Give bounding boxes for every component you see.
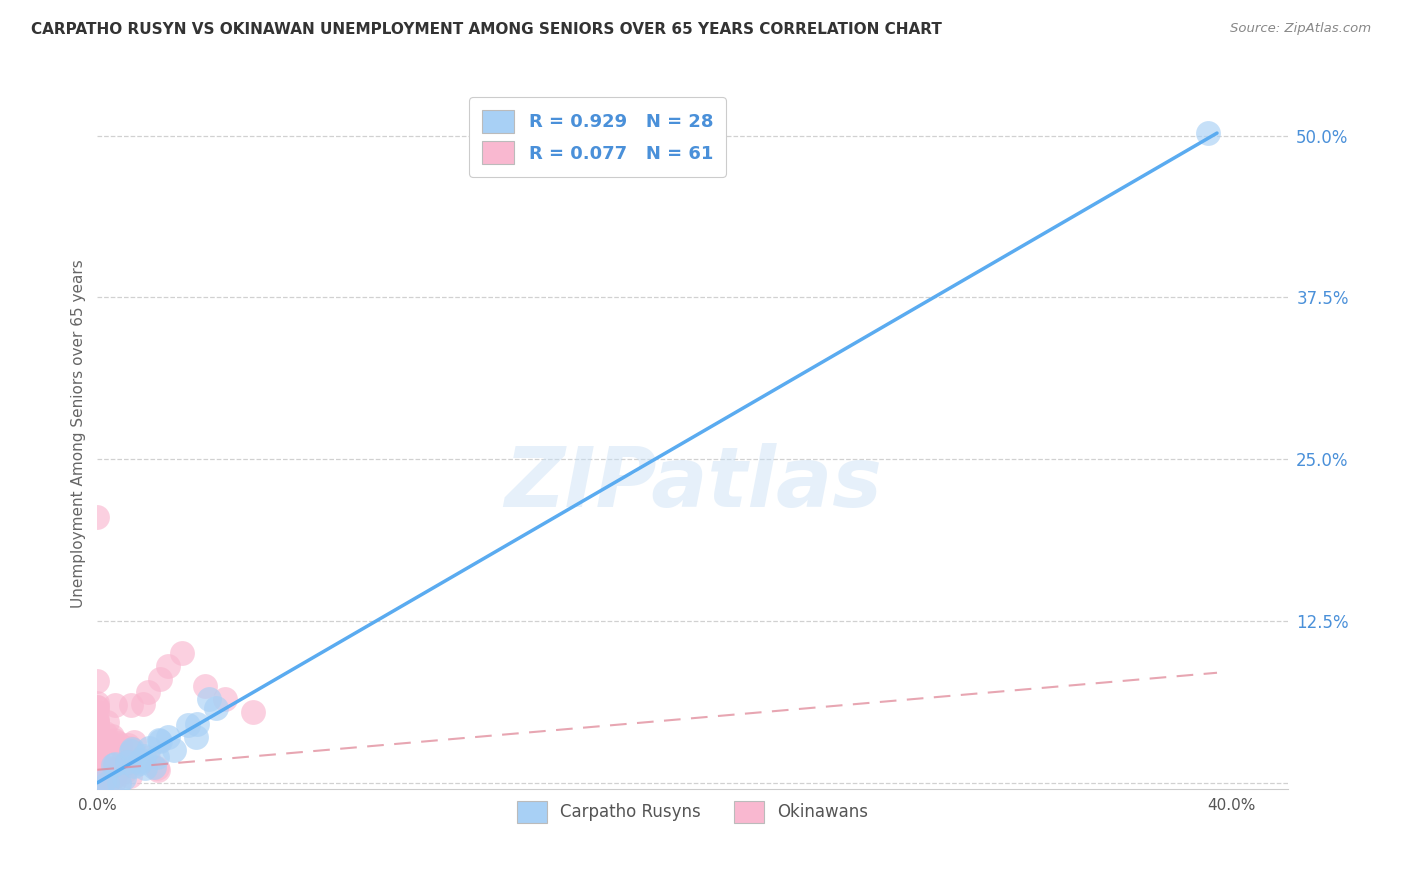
- Y-axis label: Unemployment Among Seniors over 65 years: Unemployment Among Seniors over 65 years: [72, 259, 86, 607]
- Point: [112, 771, 135, 785]
- Point: [163, 743, 186, 757]
- Point: [96, 714, 118, 729]
- Point: [86, 673, 108, 688]
- Point: [86, 699, 108, 714]
- Point: [94, 756, 117, 770]
- Point: [86, 733, 108, 747]
- Point: [149, 734, 172, 748]
- Point: [86, 723, 108, 738]
- Point: [214, 691, 236, 706]
- Point: [120, 698, 142, 712]
- Point: [97, 764, 120, 778]
- Legend: Carpatho Rusyns, Okinawans: Carpatho Rusyns, Okinawans: [505, 789, 880, 834]
- Point: [103, 761, 125, 775]
- Point: [118, 740, 141, 755]
- Point: [142, 760, 165, 774]
- Text: Source: ZipAtlas.com: Source: ZipAtlas.com: [1230, 22, 1371, 36]
- Point: [121, 741, 143, 756]
- Point: [184, 731, 207, 745]
- Point: [129, 753, 152, 767]
- Point: [120, 769, 142, 783]
- Point: [120, 744, 142, 758]
- Point: [86, 772, 108, 787]
- Point: [86, 726, 108, 740]
- Point: [86, 745, 108, 759]
- Point: [86, 715, 108, 730]
- Point: [107, 736, 129, 750]
- Text: CARPATHO RUSYN VS OKINAWAN UNEMPLOYMENT AMONG SENIORS OVER 65 YEARS CORRELATION : CARPATHO RUSYN VS OKINAWAN UNEMPLOYMENT …: [31, 22, 942, 37]
- Point: [100, 762, 122, 776]
- Point: [107, 776, 129, 790]
- Point: [93, 726, 115, 740]
- Point: [86, 744, 108, 758]
- Point: [103, 698, 125, 712]
- Point: [146, 763, 169, 777]
- Text: ZIPatlas: ZIPatlas: [503, 442, 882, 524]
- Point: [103, 757, 125, 772]
- Point: [96, 735, 118, 749]
- Point: [138, 685, 160, 699]
- Point: [205, 700, 228, 714]
- Point: [198, 692, 221, 706]
- Point: [112, 752, 135, 766]
- Point: [93, 774, 115, 789]
- Point: [86, 769, 108, 783]
- Point: [86, 766, 108, 780]
- Point: [131, 697, 153, 711]
- Point: [90, 772, 112, 786]
- Point: [129, 754, 152, 768]
- Point: [103, 733, 125, 747]
- Point: [132, 749, 155, 764]
- Point: [146, 749, 169, 764]
- Point: [194, 679, 217, 693]
- Point: [157, 731, 180, 745]
- Point: [86, 767, 108, 781]
- Point: [103, 773, 125, 788]
- Point: [1198, 126, 1220, 140]
- Point: [86, 713, 108, 727]
- Point: [118, 758, 141, 772]
- Point: [136, 751, 159, 765]
- Point: [108, 738, 131, 752]
- Point: [114, 764, 136, 778]
- Point: [242, 705, 264, 719]
- Point: [128, 756, 150, 771]
- Point: [86, 729, 108, 743]
- Point: [86, 510, 108, 524]
- Point: [101, 770, 124, 784]
- Point: [101, 758, 124, 772]
- Point: [122, 759, 145, 773]
- Point: [172, 646, 194, 660]
- Point: [149, 672, 172, 686]
- Point: [145, 761, 167, 775]
- Point: [117, 738, 139, 752]
- Point: [86, 739, 108, 754]
- Point: [86, 774, 108, 789]
- Point: [86, 725, 108, 739]
- Point: [86, 751, 108, 765]
- Point: [177, 717, 200, 731]
- Point: [86, 699, 108, 714]
- Point: [134, 761, 156, 775]
- Point: [111, 759, 134, 773]
- Point: [86, 719, 108, 733]
- Point: [86, 775, 108, 789]
- Point: [138, 740, 160, 755]
- Point: [148, 732, 170, 747]
- Point: [104, 768, 127, 782]
- Point: [96, 776, 118, 790]
- Point: [86, 696, 108, 710]
- Point: [101, 729, 124, 743]
- Point: [86, 714, 108, 728]
- Point: [115, 756, 138, 770]
- Point: [186, 716, 208, 731]
- Point: [122, 735, 145, 749]
- Point: [86, 705, 108, 719]
- Point: [86, 748, 108, 763]
- Point: [157, 659, 180, 673]
